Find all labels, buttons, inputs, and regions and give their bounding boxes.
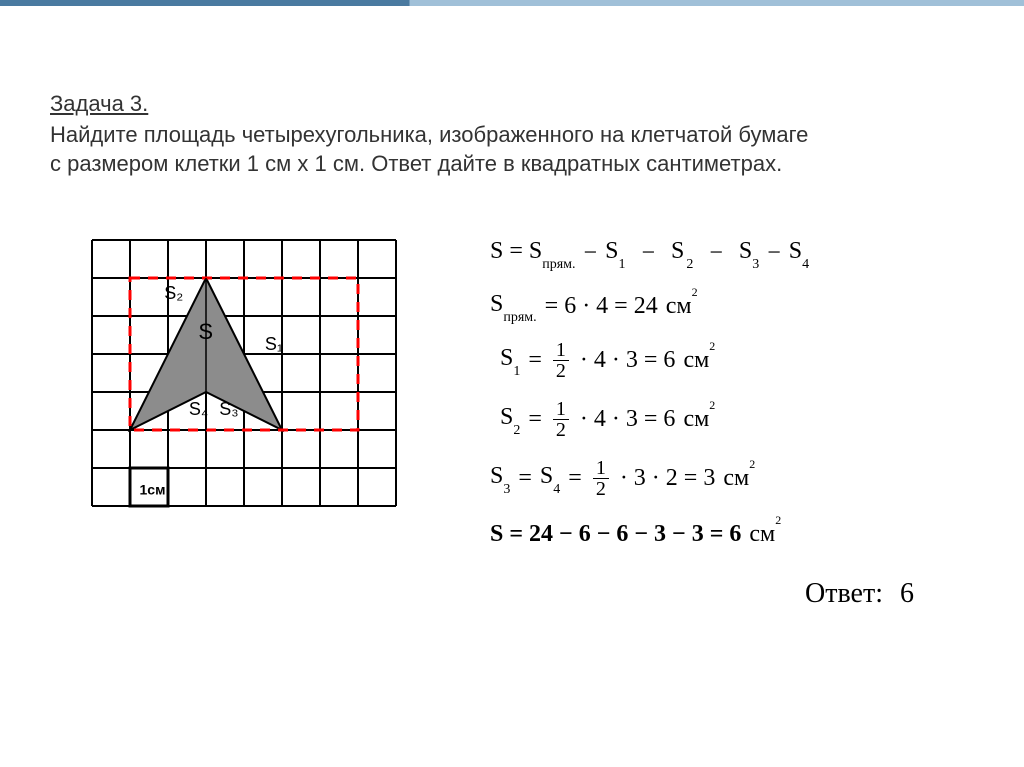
eq-lhs: S1 — [500, 345, 520, 376]
eq-text: S — [540, 463, 553, 489]
task-description: Найдите площадь четырехугольника, изобра… — [50, 121, 920, 178]
fraction: 12 — [593, 458, 609, 499]
eq-sub: прям. — [503, 310, 536, 325]
frac-num: 1 — [593, 458, 609, 479]
answer-value: 6 — [900, 578, 914, 609]
eq-lhs2: S4 — [540, 463, 560, 494]
minus-icon: − — [641, 240, 655, 267]
task-desc-line1: Найдите площадь четырехугольника, изобра… — [50, 122, 808, 147]
eq-expr: · 4 · 3 = 6 — [580, 347, 676, 374]
eq-sub: прям. — [542, 257, 575, 272]
frac-den: 2 — [553, 420, 569, 440]
eq-unit: см2 — [683, 406, 715, 433]
fraction: 12 — [553, 340, 569, 381]
eq-text: = — [518, 465, 532, 492]
eq-sub: 3 — [503, 482, 510, 497]
eq-expr: · 4 · 3 = 6 — [580, 406, 676, 433]
term-s4: S4 — [789, 238, 809, 269]
unit-text: см — [683, 347, 709, 373]
eq-rect: Sпрям. = 6 · 4 = 24 см2 — [490, 291, 974, 322]
frac-den: 2 — [593, 479, 609, 499]
answer-label: Ответ: — [805, 578, 883, 609]
slide-content: Задача 3. Найдите площадь четырехугольни… — [0, 6, 1024, 610]
svg-text:S: S — [198, 319, 213, 344]
eq-lhs1: S3 — [490, 463, 510, 494]
eq-sub: 2 — [686, 257, 693, 272]
grid-svg: S S₁ S₂ S₃ S₄ 1см — [90, 238, 398, 508]
eq-unit: см2 — [749, 521, 781, 548]
unit-text: см — [666, 293, 692, 319]
eq-text: = — [528, 347, 542, 374]
eq-unit: см2 — [723, 465, 755, 492]
eq-s3s4: S3 = S4 = 12 · 3 · 2 = 3 см2 — [490, 458, 974, 499]
eq-unit: см2 — [666, 293, 698, 320]
eq-final-text: S = 24 − 6 − 6 − 3 − 3 = 6 — [490, 521, 741, 548]
unit-sup: 2 — [749, 457, 755, 471]
minus-icon: − — [584, 240, 598, 267]
grid-figure: S S₁ S₂ S₃ S₄ 1см — [90, 238, 450, 508]
eq-sub: 1 — [513, 364, 520, 379]
eq-text: S — [490, 463, 503, 489]
eq-text: S — [739, 238, 752, 264]
unit-sup: 2 — [709, 398, 715, 412]
eq-final: S = 24 − 6 − 6 − 3 − 3 = 6 см2 — [490, 521, 974, 548]
eq-text: = — [568, 465, 582, 492]
svg-text:S₂: S₂ — [164, 283, 183, 303]
task-title: Задача 3. — [50, 91, 974, 117]
eq-sub: 3 — [752, 257, 759, 272]
unit-sup: 2 — [692, 285, 698, 299]
eq-text: S = S — [490, 238, 542, 264]
eq-expr: · 3 · 2 = 3 — [620, 465, 716, 492]
minus-icon: − — [767, 240, 781, 267]
math-column: S = Sпрям. − S1 − S2 − S3 − S4 Sпрям. = … — [450, 238, 974, 610]
eq-lhs: Sпрям. — [490, 291, 537, 322]
body-row: SS₁S₂S₃S₄1см S = Sпрям. − S1 − S2 − S3 −… — [50, 238, 974, 610]
eq-expr: = 6 · 4 = 24 — [545, 293, 658, 320]
eq-sub: 1 — [618, 257, 625, 272]
minus-icon: − — [709, 240, 723, 267]
eq-text: S — [500, 345, 513, 371]
unit-text: см — [749, 521, 775, 547]
unit-sup: 2 — [709, 339, 715, 353]
eq-lhs: S2 — [500, 404, 520, 435]
unit-text: см — [683, 406, 709, 432]
eq-text: S — [605, 238, 618, 264]
task-desc-line2: с размером клетки 1 см x 1 см. Ответ дай… — [50, 151, 782, 176]
eq-text: S — [789, 238, 802, 264]
term-s1: S1 — [605, 238, 625, 269]
frac-den: 2 — [553, 361, 569, 381]
eq-sub: 2 — [513, 423, 520, 438]
frac-num: 1 — [553, 399, 569, 420]
eq-text: S — [490, 291, 503, 317]
eq-s2: S2 = 12 · 4 · 3 = 6 см2 — [490, 399, 974, 440]
term-s3: S3 — [739, 238, 759, 269]
frac-num: 1 — [553, 340, 569, 361]
term-s2: S2 — [671, 238, 693, 269]
eq-sub: 4 — [802, 257, 809, 272]
unit-text: см — [723, 465, 749, 491]
svg-text:S₄: S₄ — [189, 399, 208, 419]
eq-main: S = Sпрям. − S1 − S2 − S3 − S4 — [490, 238, 974, 269]
answer-line: Ответ: 6 — [490, 578, 974, 610]
svg-text:1см: 1см — [140, 482, 166, 498]
eq-text: = — [528, 406, 542, 433]
eq-sub: 4 — [553, 482, 560, 497]
eq-text: S — [500, 404, 513, 430]
eq-unit: см2 — [683, 347, 715, 374]
svg-text:S₃: S₃ — [219, 399, 238, 419]
svg-text:S₁: S₁ — [265, 334, 283, 354]
fraction: 12 — [553, 399, 569, 440]
unit-sup: 2 — [775, 513, 781, 527]
eq-text: S — [671, 238, 684, 264]
eq-s1: S1 = 12 · 4 · 3 = 6 см2 — [490, 340, 974, 381]
eq-main-lhs: S = Sпрям. — [490, 238, 576, 269]
